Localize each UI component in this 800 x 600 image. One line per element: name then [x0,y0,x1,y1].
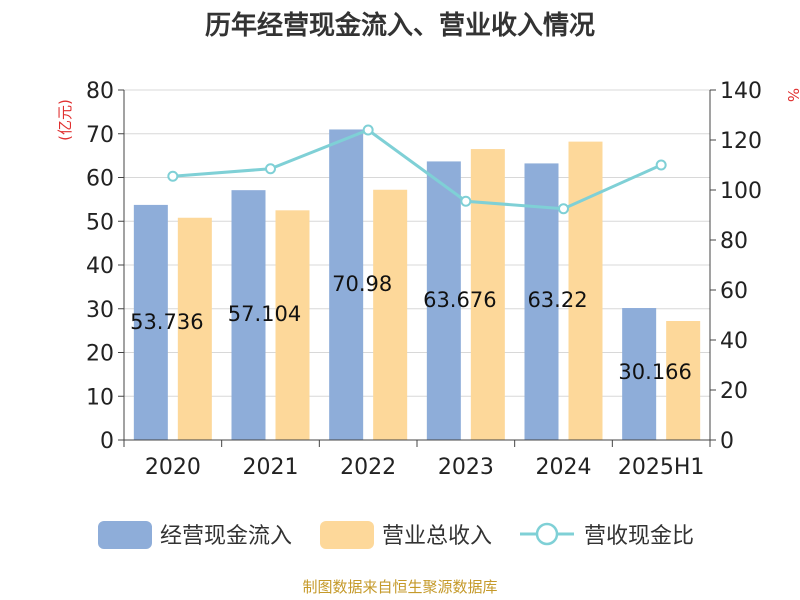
bar-value-label: 30.166 [618,360,691,384]
bar-cash-inflow [329,129,364,440]
y-tick-label: 30 [86,298,114,323]
x-tick-label: 2025H1 [618,455,705,480]
bar-revenue [470,149,505,440]
bar-value-labels: 53.736 57.104 70.98 63.676 63.22 30.166 [130,272,692,384]
line-point [167,170,179,182]
y2-tick-label: 60 [720,279,748,304]
y2-tick-label: 80 [720,229,748,254]
bar-value-label: 57.104 [228,302,301,326]
y-tick-label: 20 [86,342,114,367]
bar-cash-inflow [133,204,168,440]
x-tick-label: 2022 [340,455,396,480]
y2-axis-label: % [784,88,800,102]
y-tick-label: 10 [86,385,114,410]
grid-lines [124,89,710,397]
y2-tick-label: 100 [720,179,762,204]
axes: 0 10 20 30 40 50 60 70 80 0 20 40 60 80 100 120 140 2020 2… [86,79,762,480]
bar-value-label: 63.676 [423,288,496,312]
bar-revenue [373,189,408,440]
y-tick-label: 60 [86,167,114,192]
bar-value-label: 63.22 [527,288,587,312]
legend-swatch [98,521,152,549]
y2-tick-label: 40 [720,329,748,354]
x-tick-label: 2021 [243,455,299,480]
x-tick-label: 2020 [145,455,201,480]
legend: 经营现金流入 营业总收入 营收现金比 [98,521,694,549]
y-axis-label: (亿元) [56,99,74,141]
bar-revenue [177,217,212,440]
legend-label: 营收现金比 [584,524,694,549]
line-point [655,159,667,171]
y2-tick-label: 120 [720,129,762,154]
y2-tick-label: 20 [720,379,748,404]
y2-tick-label: 140 [720,79,762,104]
bar-cash-inflow [622,308,657,440]
bar-revenue [568,141,603,440]
bar-value-label: 70.98 [332,272,392,296]
bar-cash-inflow [524,163,559,440]
chart-title: 历年经营现金流入、营业收入情况 [205,10,595,41]
source-note: 制图数据来自恒生聚源数据库 [302,578,497,596]
x-tick-label: 2024 [536,455,592,480]
bar-cash-inflow [426,161,461,441]
legend-label: 营业总收入 [382,524,492,549]
bar-revenue [666,321,701,440]
bar-cash-inflow [231,190,266,440]
line-point [265,163,276,175]
line-point [460,195,472,207]
y-tick-label: 0 [100,429,114,454]
y-tick-label: 70 [86,123,114,148]
line-point [558,203,569,215]
line-point [362,124,374,136]
legend-marker [535,522,559,546]
y2-tick-label: 0 [720,429,734,454]
bar-marks [133,129,701,441]
legend-swatch [320,521,374,549]
y-tick-label: 80 [86,79,114,104]
y-tick-label: 50 [86,210,114,235]
bar-value-label: 53.736 [130,310,203,334]
legend-label: 经营现金流入 [160,524,292,549]
y-tick-label: 40 [86,254,114,279]
line-series [167,124,667,215]
line-path [172,128,662,211]
x-tick-label: 2023 [438,455,494,480]
bar-revenue [275,210,310,440]
